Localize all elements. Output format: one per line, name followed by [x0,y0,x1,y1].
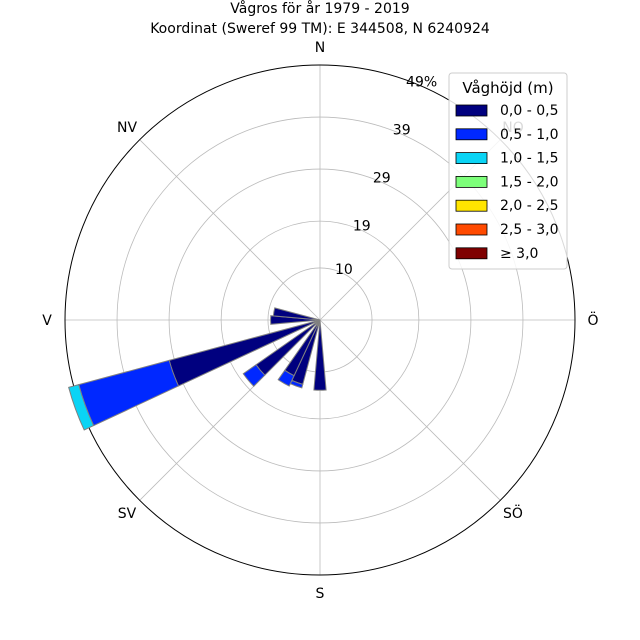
legend-label: 0,5 - 1,0 [500,127,558,143]
legend-swatch [455,247,488,260]
rose-bar-segment [78,359,180,427]
radial-tick-label: 19 [353,219,371,235]
direction-label: SÖ [503,504,523,522]
outer-circle [64,64,576,576]
legend-swatch [455,104,488,117]
radial-tick-label: 10 [335,262,353,278]
legend-label: 1,5 - 2,0 [500,174,558,190]
rose-bar-segment [277,369,295,387]
legend-label: 2,0 - 2,5 [500,198,558,214]
direction-label: Ö [587,311,598,329]
rose-bars [68,307,327,431]
grid-spoke [319,319,501,501]
rose-bar-segment [242,364,266,387]
radial-tick-label: 39 [393,123,411,139]
legend-label: ≥ 3,0 [500,246,538,262]
radial-tick-label: 49% [406,74,437,90]
rose-bar-segment [313,319,327,391]
legend-label: 0,0 - 0,5 [500,103,558,119]
legend: Våghöjd (m) 0,0 - 0,5 0,5 - 1,0 1,0 - 1,5 1… [448,72,568,270]
legend-swatch [455,223,488,236]
radial-tick-label: 29 [373,171,391,187]
direction-label: V [42,313,52,329]
legend-swatch [455,128,488,141]
polar-grid [64,64,576,576]
legend-box [448,72,568,270]
radial-ticks: 10 19 29 39 49% [335,74,437,278]
legend-title: Våghöjd (m) [462,79,553,97]
chart-title: Vågros för år 1979 - 2019 [230,0,409,17]
direction-label: NV [117,120,137,136]
direction-label: SV [118,506,137,522]
legend-swatch [455,175,488,188]
legend-swatch [455,152,488,165]
rose-bar-segment [272,307,321,321]
legend-label: 1,0 - 1,5 [500,151,558,167]
grid-spoke [139,139,321,321]
legend-swatch [455,199,488,212]
legend-label: 2,5 - 3,0 [500,222,558,238]
chart-subtitle: Koordinat (Sweref 99 TM): E 344508, N 62… [150,21,490,37]
rose-bar-segment [68,384,95,431]
direction-label: S [316,586,325,602]
rose-bar-segment [270,315,321,325]
direction-label: N [315,40,325,56]
